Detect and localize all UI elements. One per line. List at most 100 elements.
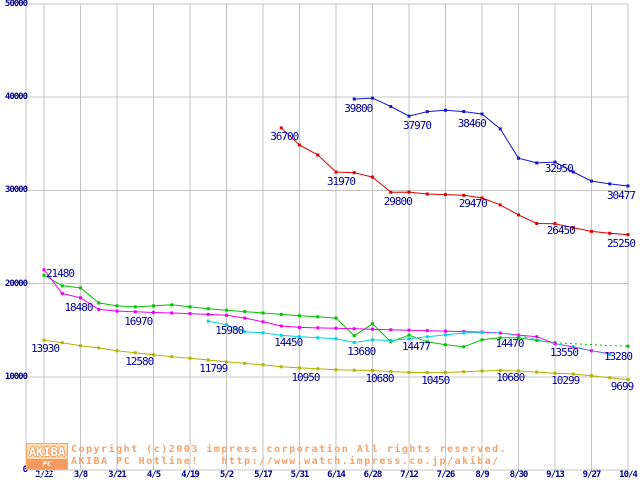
data-point-marker-magenta xyxy=(225,313,228,317)
x-tick-label: 8/9 xyxy=(475,470,489,480)
y-tick-label: 50000 xyxy=(4,0,28,9)
data-point-marker-red xyxy=(316,153,320,157)
data-point-marker-green xyxy=(170,303,174,307)
point-value-label-magenta: 16970 xyxy=(124,314,153,328)
data-point-marker-green xyxy=(115,304,119,308)
data-point-marker-red xyxy=(352,171,356,175)
x-tick-label: 3/8 xyxy=(73,470,88,480)
series-line-green-dashed xyxy=(554,342,629,347)
x-tick-label: 6/28 xyxy=(363,470,383,480)
data-point-marker-magenta xyxy=(298,325,301,329)
data-point-marker-green xyxy=(316,315,320,319)
x-tick-label: 5/2 xyxy=(219,470,234,480)
data-point-marker-olive xyxy=(42,338,46,342)
data-point-marker-red xyxy=(535,221,539,225)
data-point-marker-blue xyxy=(535,161,539,165)
point-value-label-red: 29800 xyxy=(383,195,413,209)
data-point-marker-cyan xyxy=(225,323,228,327)
data-point-marker-red xyxy=(407,190,411,194)
data-point-marker-green xyxy=(243,310,247,314)
data-point-marker-green xyxy=(425,340,429,344)
data-point-marker-green xyxy=(334,316,338,320)
data-point-marker-red xyxy=(371,175,374,179)
point-value-label-magenta: 18480 xyxy=(64,300,93,314)
data-point-marker-green xyxy=(535,338,539,342)
point-value-label-blue: 38460 xyxy=(457,116,487,130)
point-value-label-olive: 10680 xyxy=(496,371,525,385)
data-point-marker-magenta xyxy=(206,312,210,316)
data-point-marker-olive xyxy=(407,370,411,374)
point-value-label-magenta: 21480 xyxy=(45,266,75,280)
data-point-marker-cyan xyxy=(407,337,411,341)
data-point-marker-olive xyxy=(389,370,393,374)
data-point-marker-red xyxy=(517,213,520,217)
data-point-marker-red xyxy=(444,193,447,197)
x-tick-label: 3/21 xyxy=(108,470,127,480)
data-point-marker-green xyxy=(152,304,155,308)
x-tick-label: 4/5 xyxy=(146,470,161,480)
data-point-marker-green xyxy=(225,308,228,312)
data-point-marker-magenta xyxy=(60,291,64,295)
point-value-label-cyan: 13680 xyxy=(347,344,376,358)
data-point-marker-cyan xyxy=(608,352,612,356)
data-point-marker-olive xyxy=(115,349,119,353)
series-line-cyan-dashed xyxy=(481,332,610,355)
data-point-marker-green xyxy=(60,284,64,288)
y-tick-label: 30000 xyxy=(4,185,28,196)
data-point-marker-green xyxy=(407,333,411,337)
point-value-label-red: 31970 xyxy=(326,175,356,189)
point-value-label-cyan: 15980 xyxy=(215,324,244,338)
data-point-marker-cyan xyxy=(298,335,301,339)
data-point-marker-cyan xyxy=(425,335,429,339)
data-point-marker-olive xyxy=(590,374,593,378)
data-point-marker-olive xyxy=(206,358,210,362)
y-tick-label: 40000 xyxy=(4,92,28,103)
data-point-marker-green xyxy=(206,307,210,311)
data-point-marker-green xyxy=(42,273,46,277)
data-point-marker-magenta xyxy=(261,320,265,324)
data-point-marker-magenta xyxy=(535,335,539,339)
x-tick-label: 2/22 xyxy=(35,470,54,480)
series-line-cyan xyxy=(208,320,483,344)
data-point-marker-blue xyxy=(352,97,356,101)
data-point-marker-magenta xyxy=(243,316,247,320)
data-point-marker-green xyxy=(462,345,466,349)
point-value-label-olive: 10450 xyxy=(421,373,450,387)
data-point-marker-olive xyxy=(298,366,301,370)
data-point-marker-magenta xyxy=(115,309,119,313)
data-point-marker-cyan xyxy=(444,333,447,337)
data-point-marker-olive xyxy=(316,367,320,371)
x-tick-label: 4/19 xyxy=(181,470,200,480)
data-point-marker-cyan xyxy=(243,330,247,334)
data-point-marker-magenta xyxy=(279,324,283,328)
data-point-marker-blue xyxy=(462,110,466,114)
data-point-marker-olive xyxy=(553,371,557,375)
data-point-marker-green xyxy=(498,336,502,340)
data-point-marker-blue xyxy=(480,112,484,116)
data-point-marker-green xyxy=(352,334,356,338)
data-point-marker-blue xyxy=(407,114,411,118)
data-point-marker-red xyxy=(480,196,484,200)
y-tick-label: 10000 xyxy=(4,371,28,382)
point-value-label-blue: 30477 xyxy=(606,188,636,202)
data-point-marker-olive xyxy=(188,356,192,360)
point-value-label-olive: 11799 xyxy=(199,362,228,376)
point-value-label-olive: 12580 xyxy=(125,354,154,368)
data-point-marker-olive xyxy=(225,360,228,364)
data-point-marker-magenta xyxy=(170,311,174,315)
data-point-marker-green xyxy=(517,336,520,340)
data-point-marker-green xyxy=(298,314,301,318)
data-point-marker-red xyxy=(425,192,429,196)
data-point-marker-cyan xyxy=(389,338,393,342)
data-point-marker-blue xyxy=(389,105,393,109)
point-value-label-olive: 9699 xyxy=(610,379,635,393)
data-point-marker-cyan xyxy=(316,336,320,340)
data-point-marker-magenta xyxy=(407,328,411,332)
point-value-label-olive: 10950 xyxy=(291,370,320,384)
data-point-marker-olive xyxy=(97,346,101,350)
data-point-marker-green xyxy=(261,311,265,315)
data-point-marker-blue xyxy=(517,156,520,160)
data-point-marker-olive xyxy=(261,363,265,367)
x-tick-label: 7/26 xyxy=(436,470,456,480)
